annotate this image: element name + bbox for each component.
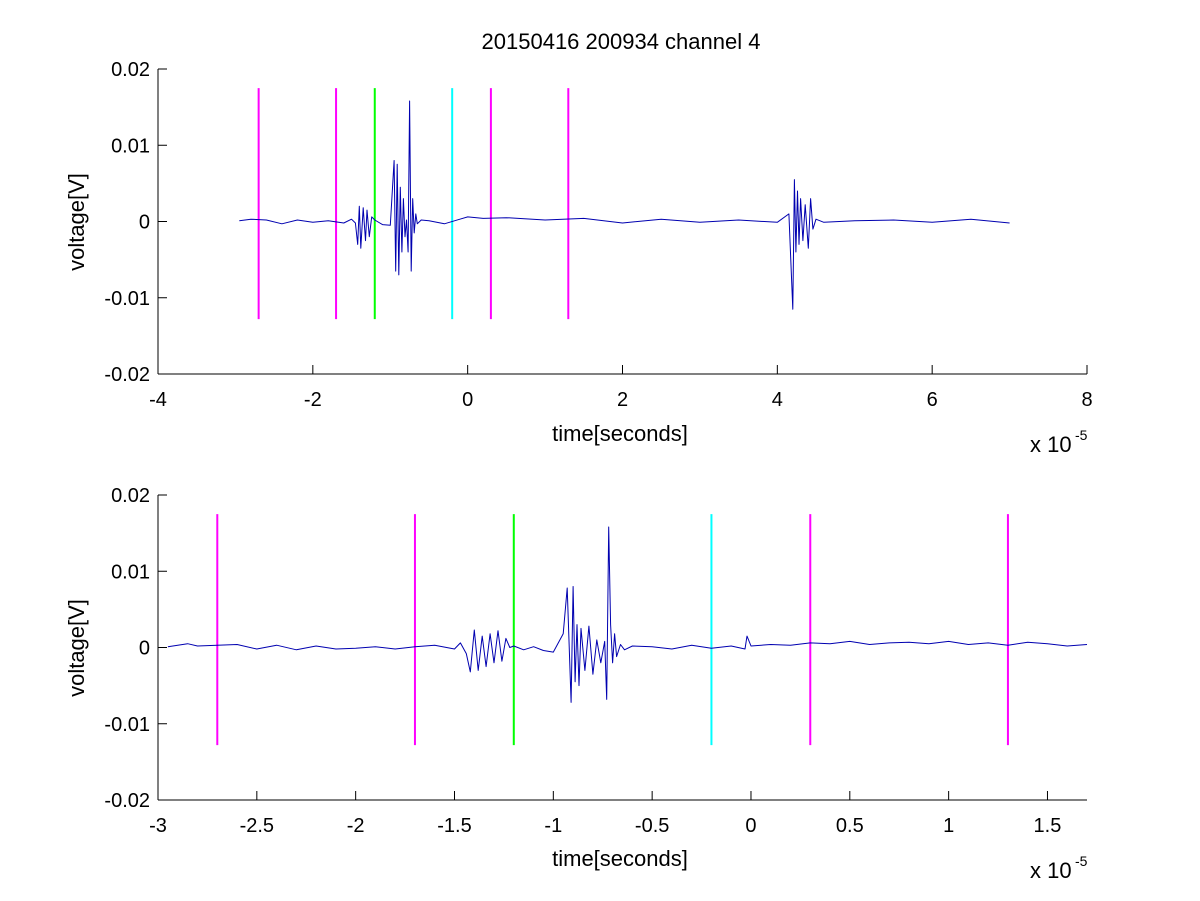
bottom-x-tick-label: -1.5 [437, 815, 471, 837]
top-x-tick-label: -2 [304, 389, 322, 411]
bottom-x-axis-label: time[seconds] [552, 846, 688, 871]
top-x-tick-label: 6 [927, 389, 938, 411]
bottom-y-tick-label: 0.01 [111, 561, 150, 583]
bottom-x-tick-label: -3 [149, 815, 167, 837]
bottom-x-tick-label: -2 [347, 815, 365, 837]
bottom-x-tick-label: -1 [544, 815, 562, 837]
bottom-y-axis-label: voltage[V] [64, 599, 89, 697]
bottom-x-exponent-base: x 10 [1030, 858, 1072, 883]
top-marker-lines [257, 88, 570, 320]
top-y-tick-label: 0 [139, 212, 150, 234]
bottom-x-exponent-power: -5 [1075, 853, 1088, 869]
top-signal-series [239, 100, 1010, 310]
top-x-tick-label: 2 [617, 389, 628, 411]
bottom-x-tick-label: 0.5 [836, 815, 864, 837]
bottom-x-tick-label: -2.5 [240, 815, 274, 837]
top-x-exponent-base: x 10 [1030, 432, 1072, 457]
bottom-signal-line [167, 526, 1088, 703]
top-panel: -4 -2 0 2 4 6 8 0.02 0.01 0 -0.01 -0.02 time[second… [64, 59, 1093, 457]
top-x-tick-label: 8 [1081, 389, 1092, 411]
bottom-x-tick-label: -0.5 [635, 815, 669, 837]
top-x-exponent: x 10 -5 [1030, 427, 1088, 457]
top-ticks: -4 -2 0 2 4 6 8 0.02 0.01 0 -0.01 -0.02 [104, 59, 1092, 411]
top-x-axis-label: time[seconds] [552, 421, 688, 446]
top-x-tick-label: 4 [772, 389, 783, 411]
top-y-axis-label: voltage[V] [64, 173, 89, 271]
top-y-tick-label: -0.02 [104, 364, 150, 386]
bottom-x-tick-label: 1.5 [1034, 815, 1062, 837]
top-x-tick-label: 0 [462, 389, 473, 411]
bottom-signal-series [167, 526, 1088, 703]
bottom-marker-lines [216, 514, 1009, 746]
top-y-tick-label: 0.01 [111, 135, 150, 157]
top-signal-line [239, 100, 1010, 310]
bottom-y-tick-label: -0.02 [104, 790, 150, 812]
figure-title: 20150416 200934 channel 4 [482, 29, 761, 54]
bottom-x-tick-label: 1 [943, 815, 954, 837]
top-y-tick-label: -0.01 [104, 288, 150, 310]
top-x-exponent-power: -5 [1075, 427, 1088, 443]
bottom-x-tick-label: 0 [745, 815, 756, 837]
bottom-y-tick-label: 0 [139, 638, 150, 660]
bottom-y-tick-label: -0.01 [104, 714, 150, 736]
bottom-x-exponent: x 10 -5 [1030, 853, 1088, 883]
bottom-panel: -3 -2.5 -2 -1.5 -1 -0.5 0 0.5 1 1.5 0.02 0.01 0 -0.01… [64, 485, 1088, 883]
top-x-tick-label: -4 [149, 389, 167, 411]
top-y-tick-label: 0.02 [111, 59, 150, 81]
bottom-ticks: -3 -2.5 -2 -1.5 -1 -0.5 0 0.5 1 1.5 0.02 0.01 0 -0.01… [104, 485, 1061, 837]
bottom-y-tick-label: 0.02 [111, 485, 150, 507]
